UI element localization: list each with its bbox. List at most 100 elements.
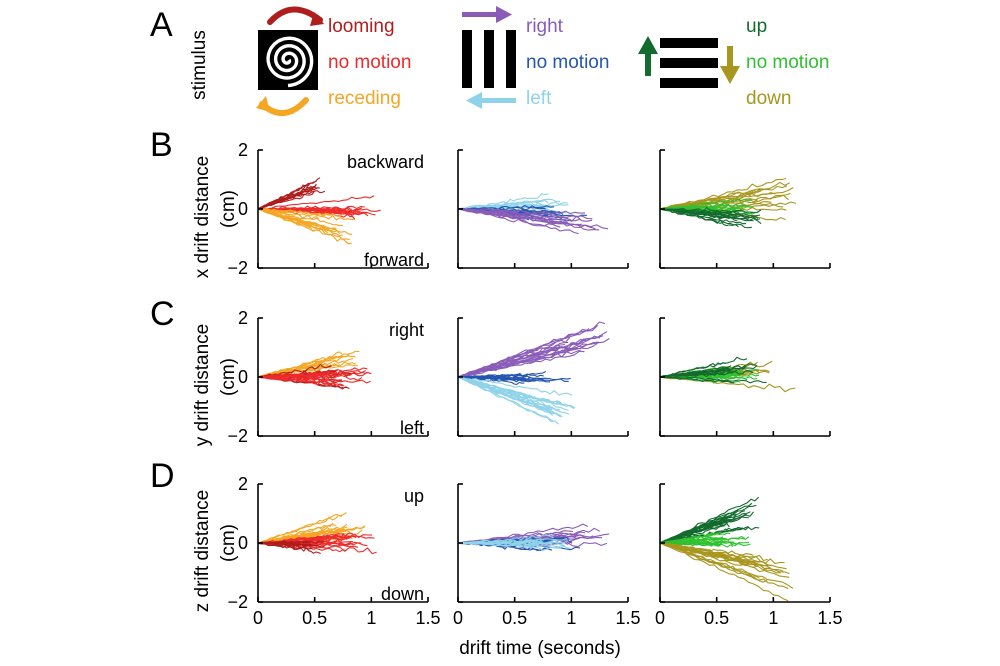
series-0-0-0 (257, 177, 326, 210)
series-1-0-2 (257, 367, 372, 387)
trace-1-1-0-15 (457, 321, 606, 378)
trace-0-0-0-9 (257, 177, 321, 210)
x-tick-label: 1.5 (615, 608, 640, 628)
panel-2-2: 0 0.5 1 1.5 (655, 483, 843, 628)
row-labels: x drift distance (cm)y drift distance (cm)… (192, 156, 239, 613)
legend-item-0-0: looming (328, 16, 395, 37)
trace-0-0-1-7 (257, 195, 375, 211)
y-tick-label: 2 (238, 308, 248, 328)
x-tick-label: 1.5 (817, 608, 842, 628)
trace-0-1-1-4 (458, 205, 546, 211)
trace-2-0-0-11 (257, 522, 334, 544)
legend-item-1-0: right (526, 16, 564, 37)
x-tick-label: 0 (453, 608, 463, 628)
series-1-1-2 (457, 376, 576, 425)
trace-2-1-2-12 (457, 540, 544, 545)
trace-0-2-2-13 (659, 208, 738, 222)
trace-2-2-2-5 (659, 542, 785, 565)
trace-2-0-2-9 (258, 542, 325, 548)
trace-1-1-1-11 (457, 375, 541, 382)
panel-letter-b: B (150, 126, 173, 164)
legend-item-2-0: up (746, 16, 767, 37)
series-1-1-1 (457, 371, 571, 385)
trace-1-1-1-7 (457, 376, 525, 385)
direction-label-positive: backward (347, 152, 424, 172)
panel-0-2 (659, 149, 831, 269)
trace-1-2-2-13 (659, 371, 725, 378)
trace-1-0-2-15 (257, 376, 344, 387)
panel-1-2 (659, 317, 831, 437)
trace-0-0-2-10 (257, 208, 315, 232)
panel-2-1: 0 0.5 1 1.5 (453, 483, 641, 628)
x-tick-label: 0.5 (302, 608, 327, 628)
x-tick-label: 1 (366, 608, 376, 628)
x-tick-label: 1 (768, 608, 778, 628)
trace-1-1-2-0 (457, 376, 573, 396)
trace-1-2-2-9 (659, 356, 748, 378)
y-tick-label: 2 (238, 474, 248, 494)
row-ylabel-unit-0: (cm) (218, 190, 239, 228)
panel-0-1 (457, 149, 629, 269)
trace-2-2-0-19 (659, 516, 726, 544)
stimulus-label: stimulus (189, 30, 210, 100)
direction-label-negative: down (381, 584, 424, 604)
series-2-0-2 (257, 540, 325, 555)
x-axis-label: drift time (seconds) (459, 638, 621, 659)
legend-item-1-1: no motion (526, 52, 609, 73)
trace-0-0-2-15 (257, 208, 341, 235)
trace-0-1-1-3 (457, 205, 555, 211)
trace-1-0-2-14 (257, 371, 367, 378)
y-tick-label: −2 (227, 426, 248, 446)
y-tick-label: −2 (227, 258, 248, 278)
trace-1-1-2-16 (457, 376, 553, 410)
direction-label-positive: up (404, 486, 424, 506)
trace-2-0-0-17 (257, 514, 343, 544)
row-ylabel-1: y drift distance (192, 324, 213, 447)
chart-panels: 2 0 −2 backward forward 2 0 −2 right left 0 0.5 1 1.5… (227, 140, 842, 628)
trace-2-0-2-8 (257, 542, 321, 555)
trace-1-0-2-8 (258, 367, 368, 378)
trace-1-1-2-17 (457, 376, 561, 405)
x-tick-label: 0.5 (704, 608, 729, 628)
series-0-0-2 (257, 207, 356, 245)
trace-1-1-0-9 (457, 328, 590, 378)
trace-2-2-1-14 (659, 535, 746, 545)
trace-0-1-2-11 (457, 208, 609, 230)
direction-label-negative: left (400, 418, 424, 438)
legend-item-1-2: left (526, 88, 552, 109)
x-tick-label: 0 (253, 608, 263, 628)
legend-item-0-1: no motion (328, 52, 411, 73)
series-2-1-2 (457, 534, 571, 551)
x-tick-label: 1.5 (415, 608, 440, 628)
y-tick-label: 0 (238, 199, 248, 219)
x-tick-label: 0 (655, 608, 665, 628)
trace-2-2-0-18 (659, 516, 749, 544)
trace-1-1-0-17 (457, 335, 601, 378)
trace-1-2-2-7 (660, 375, 767, 384)
series-2-2-0 (659, 496, 760, 544)
trace-1-1-2-2 (457, 376, 559, 425)
direction-label-positive: right (389, 320, 424, 340)
row-ylabel-unit-2: (cm) (218, 524, 239, 562)
x-tick-label: 1 (566, 608, 576, 628)
trace-0-1-2-3 (458, 208, 586, 215)
trace-1-1-0-11 (457, 350, 585, 378)
direction-label-negative: forward (364, 250, 424, 270)
trace-0-2-2-10 (659, 208, 739, 228)
trace-1-1-2-14 (457, 376, 563, 418)
trace-2-2-2-6 (659, 542, 790, 578)
trace-1-0-0-13 (257, 355, 356, 378)
trace-2-2-2-17 (659, 542, 754, 556)
trace-2-0-1-0 (258, 532, 353, 544)
trace-2-0-0-16 (257, 526, 365, 544)
trace-0-2-0-3 (659, 177, 787, 210)
panel-letter-a: A (150, 6, 173, 44)
trace-2-2-2-15 (659, 542, 794, 589)
y-tick-label: 0 (238, 367, 248, 387)
trace-2-2-2-14 (659, 542, 768, 583)
y-tick-label: 0 (238, 533, 248, 553)
series-0-2-2 (659, 207, 762, 229)
series-0-1-2 (457, 208, 609, 235)
trace-0-1-1-8 (457, 208, 587, 218)
